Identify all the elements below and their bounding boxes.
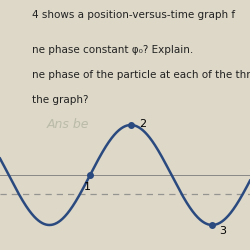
Text: 4 shows a position-versus-time graph f: 4 shows a position-versus-time graph f <box>32 10 235 20</box>
Text: Ans be: Ans be <box>46 118 89 132</box>
Text: 2: 2 <box>140 119 147 129</box>
Text: 1: 1 <box>84 182 91 192</box>
Text: the graph?: the graph? <box>32 95 88 105</box>
Text: ne phase of the particle at each of the thr: ne phase of the particle at each of the … <box>32 70 250 80</box>
Text: ne phase constant φ₀? Explain.: ne phase constant φ₀? Explain. <box>32 45 193 55</box>
Text: 3: 3 <box>219 226 226 236</box>
